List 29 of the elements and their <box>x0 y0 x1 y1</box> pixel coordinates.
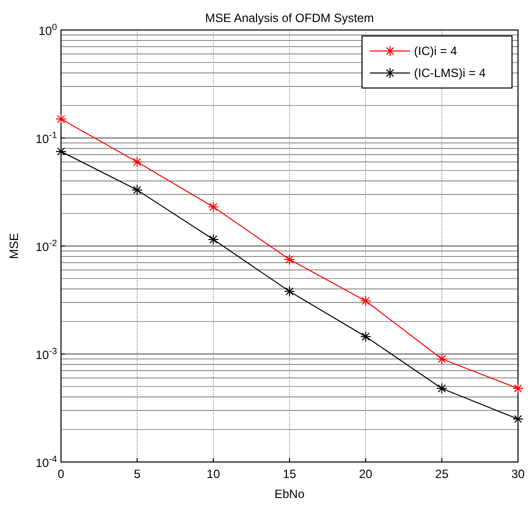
point <box>284 286 295 297</box>
x-tick-label: 25 <box>435 467 449 481</box>
y-tick-label: 10$^{-2}$ <box>36 238 57 254</box>
y-tick-label: 10$^{-4}$ <box>36 454 57 470</box>
point <box>132 184 143 196</box>
y-tick-label: 10$^{-1}$ <box>36 130 57 146</box>
x-tick-label: 15 <box>282 467 296 481</box>
point <box>512 382 524 394</box>
x-tick-label: 30 <box>511 467 525 481</box>
point <box>132 156 143 168</box>
legend-label: (IC)i = 4 <box>414 44 458 58</box>
x-tick-label: 0 <box>58 467 65 481</box>
point <box>208 234 219 245</box>
x-axis-title: EbNo <box>274 487 305 501</box>
point <box>56 113 66 124</box>
chart-title: MSE Analysis of OFDM System <box>205 11 374 25</box>
y-tick-label: 10$^{0}$ <box>38 22 57 38</box>
x-tick-label: 20 <box>358 467 373 481</box>
point <box>360 295 372 306</box>
point <box>360 331 372 342</box>
legend-label: (IC-LMS)i = 4 <box>414 66 486 80</box>
x-tick-label: 5 <box>134 467 141 481</box>
x-tick-label: 10 <box>206 467 220 481</box>
point <box>436 353 448 364</box>
y-axis-title: MSE <box>7 232 21 260</box>
point <box>284 254 295 265</box>
point <box>436 382 448 394</box>
point <box>208 201 219 212</box>
y-tick-label: 10$^{-3}$ <box>36 346 57 362</box>
